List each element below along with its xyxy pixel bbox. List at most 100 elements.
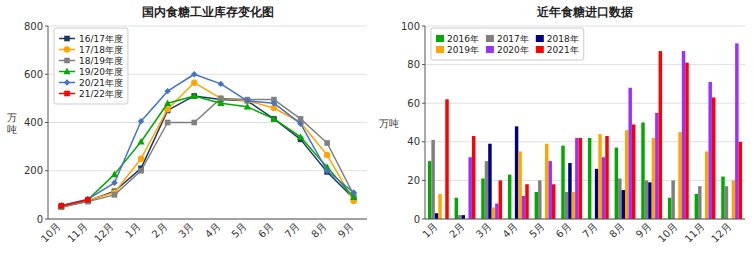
line-point xyxy=(191,93,197,99)
bar xyxy=(455,198,458,219)
bar xyxy=(645,180,648,219)
bar xyxy=(538,180,541,219)
legend-label: 2021年 xyxy=(547,45,579,55)
bar xyxy=(602,157,605,219)
bar xyxy=(625,130,628,219)
bar xyxy=(598,134,601,219)
bar xyxy=(579,138,582,219)
bar xyxy=(671,180,674,219)
bar xyxy=(678,132,681,219)
bar xyxy=(518,151,521,219)
bar xyxy=(548,161,551,219)
legend-marker xyxy=(63,68,70,75)
bar xyxy=(628,88,631,219)
y-tick-label: 100 xyxy=(401,21,420,32)
x-tick-label: 1月 xyxy=(123,221,142,240)
bar xyxy=(655,113,658,219)
y-axis-label-line: 万 xyxy=(7,112,17,123)
legend-marker xyxy=(64,46,70,52)
bar xyxy=(735,43,738,219)
line-point xyxy=(164,88,170,94)
x-tick-label: 4月 xyxy=(203,221,222,240)
line-point xyxy=(271,116,277,122)
y-axis-line xyxy=(48,26,49,219)
legend-swatch xyxy=(436,46,444,53)
bar xyxy=(739,142,742,219)
line-point xyxy=(58,204,64,210)
legend-label: 16/17年度 xyxy=(79,34,123,44)
legend-label: 2020年 xyxy=(497,45,529,55)
bar xyxy=(695,194,698,219)
line-point xyxy=(191,79,197,85)
bar xyxy=(428,161,431,219)
x-tick-label: 1月 xyxy=(420,221,439,240)
line-point xyxy=(324,168,330,174)
y-axis-line xyxy=(425,26,426,219)
x-tick-label: 8月 xyxy=(607,221,626,240)
bar xyxy=(705,151,708,219)
bar xyxy=(588,138,591,219)
legend-swatch xyxy=(536,35,544,42)
plot-marks xyxy=(58,71,358,210)
x-tick-label: 3月 xyxy=(474,221,493,240)
line-point xyxy=(324,152,330,158)
bar xyxy=(659,51,662,219)
grid-line xyxy=(425,103,745,104)
legend-marker xyxy=(64,79,70,85)
bar xyxy=(575,138,578,219)
y-axis-label: 万吨 xyxy=(7,112,17,135)
bar xyxy=(438,194,441,219)
y-axis-label-line: 吨 xyxy=(7,124,17,135)
bar xyxy=(488,144,491,219)
bar xyxy=(732,180,735,219)
line-point xyxy=(164,99,171,106)
line-point xyxy=(85,197,91,203)
grid-line xyxy=(48,170,367,171)
bar xyxy=(481,178,484,219)
bar xyxy=(568,163,571,219)
chart-panel: 国内食糖工业库存变化图0200400600800万吨10月11月12月1月2月3… xyxy=(7,5,367,244)
grid-line xyxy=(425,64,745,65)
bar xyxy=(515,126,518,219)
line-point xyxy=(351,189,357,195)
bar xyxy=(652,138,655,219)
bar xyxy=(525,184,528,219)
legend-swatch xyxy=(486,46,494,53)
bar xyxy=(622,190,625,219)
legend-box xyxy=(431,28,584,60)
bar xyxy=(435,213,438,219)
legend-marker xyxy=(64,58,70,64)
chart-page: 国内食糖工业库存变化图0200400600800万吨10月11月12月1月2月3… xyxy=(0,0,755,257)
legend-swatch xyxy=(486,35,494,42)
bar xyxy=(685,63,688,219)
series-line xyxy=(61,98,353,207)
series-line xyxy=(61,200,88,206)
line-point xyxy=(324,140,330,146)
line-point xyxy=(112,192,118,198)
x-axis-line xyxy=(48,219,367,220)
x-tick-label: 7月 xyxy=(580,221,599,240)
bar xyxy=(698,186,701,219)
series-line xyxy=(61,96,353,207)
line-point xyxy=(138,168,144,174)
y-tick-label: 80 xyxy=(407,59,420,70)
line-point xyxy=(191,92,198,99)
legend-label: 2016年 xyxy=(447,34,479,44)
grid-line xyxy=(48,219,367,220)
x-tick-label: 2月 xyxy=(447,221,466,240)
legend-box xyxy=(54,28,128,104)
legend: 16/17年度17/18年度18/19年度19/20年度20/21年度21/22… xyxy=(54,28,128,104)
line-point xyxy=(165,120,171,126)
bar xyxy=(508,175,511,219)
bar xyxy=(499,180,502,219)
line-point xyxy=(138,118,144,124)
bar xyxy=(721,177,724,219)
line-point xyxy=(85,196,91,202)
grid-line xyxy=(425,219,745,220)
bar xyxy=(572,192,575,219)
y-tick-label: 600 xyxy=(24,69,43,80)
chart-title: 国内食糖工业库存变化图 xyxy=(142,5,274,19)
x-tick-label: 9月 xyxy=(336,221,355,240)
line-point xyxy=(111,180,117,186)
y-tick-label: 40 xyxy=(407,136,420,147)
